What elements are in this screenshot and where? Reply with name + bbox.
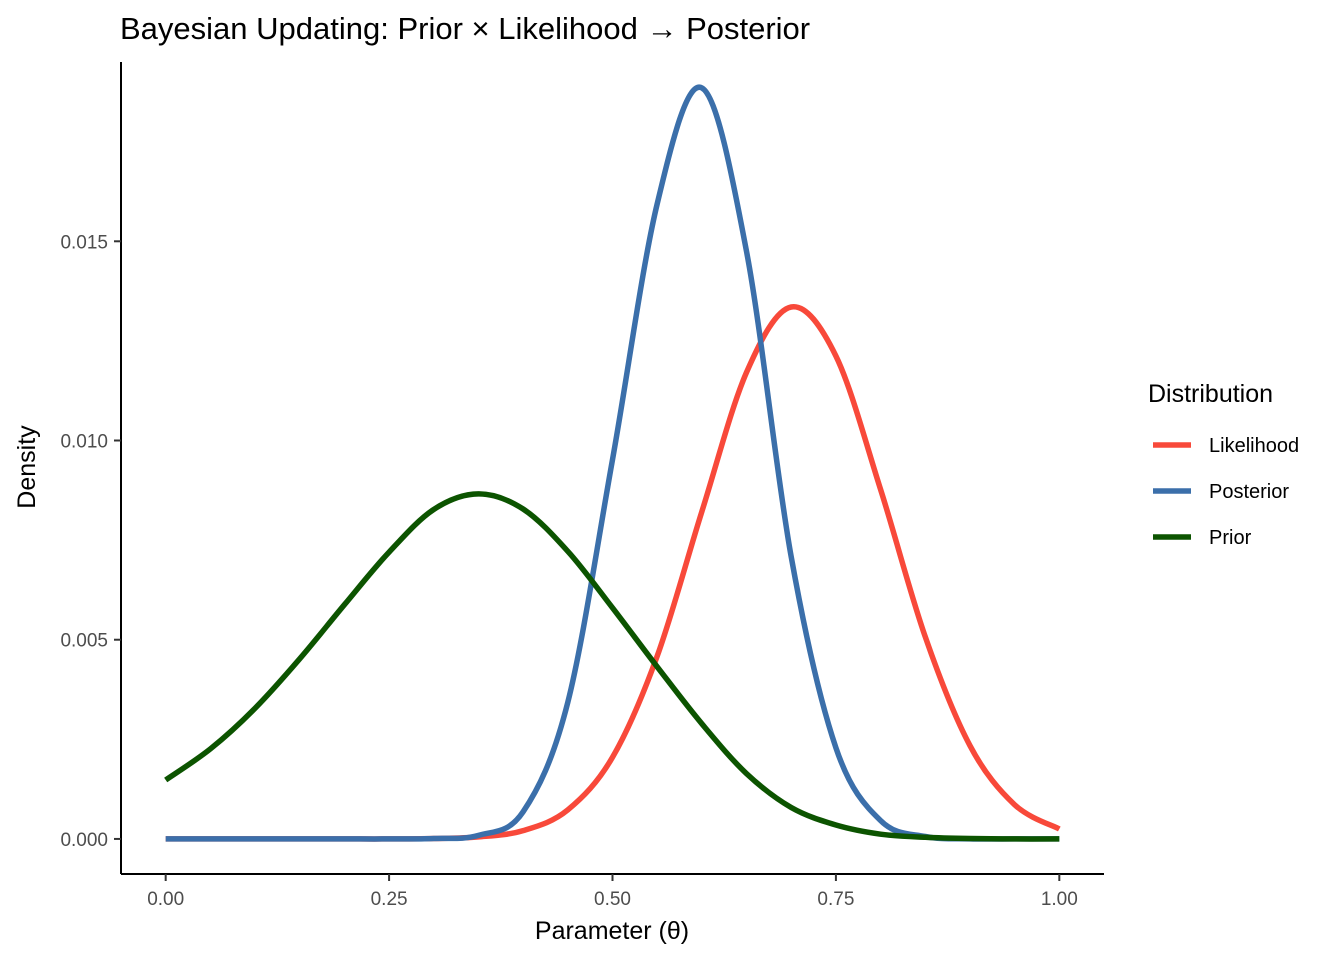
x-axis-title: Parameter (θ): [535, 917, 689, 945]
legend-label-posterior: Posterior: [1209, 481, 1289, 503]
y-tick-label: 0.015: [60, 232, 108, 253]
x-tick-label: 0.75: [817, 889, 854, 910]
x-tick-label: 0.25: [371, 889, 408, 910]
series-line-posterior: [165, 84, 1060, 842]
legend-title: Distribution: [1148, 380, 1273, 408]
series-line-likelihood: [165, 304, 1061, 842]
y-tick-label: 0.000: [60, 830, 108, 851]
plot-area: 0.00 0.25 0.50 0.75 1.00 0.000 0.005 0.010 0.015: [60, 62, 1104, 910]
y-tick-label: 0.005: [60, 631, 108, 652]
y-axis-title: Density: [13, 425, 41, 509]
legend-label-prior: Prior: [1209, 527, 1252, 549]
x-tick-label: 0.50: [594, 889, 631, 910]
y-tick-label: 0.010: [60, 432, 108, 453]
x-tick-label: 0.00: [147, 889, 184, 910]
x-tick-label: 1.00: [1041, 889, 1078, 910]
legend: Distribution Likelihood Posterior Prior: [1148, 380, 1299, 549]
series-line-prior: [164, 491, 1060, 842]
chart-title: Bayesian Updating: Prior × Likelihood → …: [120, 11, 810, 46]
legend-label-likelihood: Likelihood: [1209, 435, 1299, 457]
